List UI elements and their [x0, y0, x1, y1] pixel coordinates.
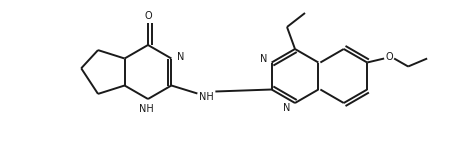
Text: O: O	[385, 51, 393, 61]
Text: NH: NH	[139, 104, 154, 114]
Text: NH: NH	[199, 92, 214, 102]
Text: N: N	[283, 103, 291, 113]
Text: O: O	[144, 11, 152, 21]
Text: N: N	[260, 54, 267, 64]
Text: N: N	[177, 51, 184, 61]
